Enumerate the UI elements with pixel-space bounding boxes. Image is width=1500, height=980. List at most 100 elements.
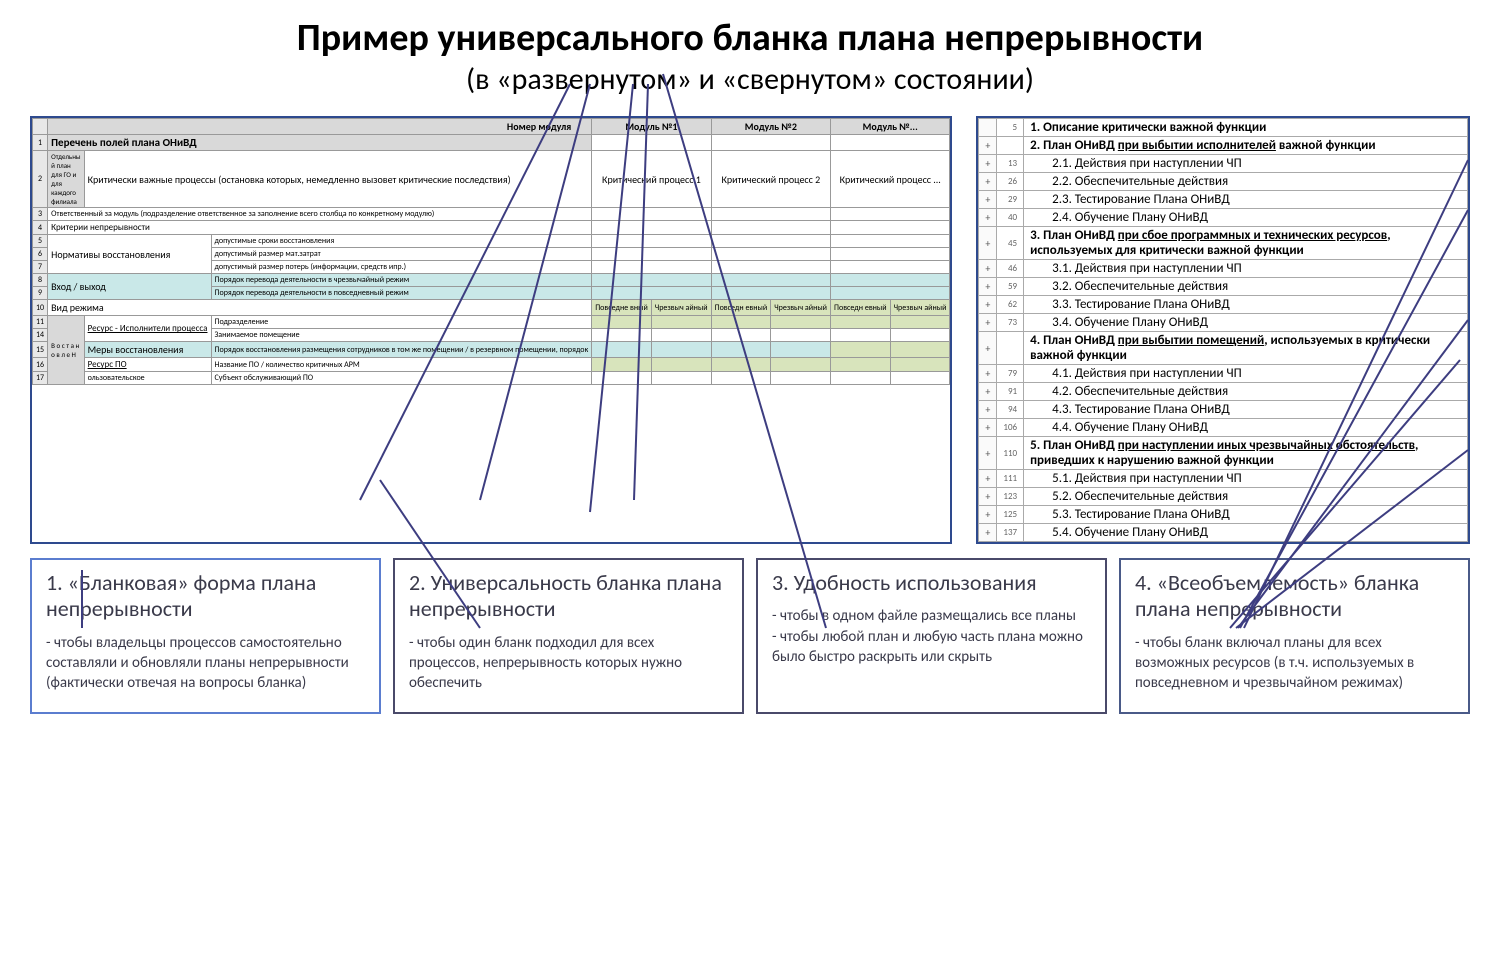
callout-2-body: - чтобы один бланк подходил для всех про… xyxy=(409,633,728,694)
outline-row: +453. План ОНиВД при сбое программных и … xyxy=(979,227,1468,260)
outline-row-num: 79 xyxy=(997,365,1024,383)
outline-row-num: 73 xyxy=(997,314,1024,332)
lt-mode: Вид режима xyxy=(48,300,592,316)
outline-row-text: 5.1. Действия при наступлении ЧП xyxy=(1024,470,1468,488)
lt-mod2: Модуль №2 xyxy=(711,119,830,135)
lt-norm-1: допустимый размер мат.затрат xyxy=(211,248,592,261)
expand-icon[interactable]: + xyxy=(979,365,997,383)
outline-row-text: 3.1. Действия при наступлении ЧП xyxy=(1024,260,1468,278)
outline-row: +623.3. Тестирование Плана ОНиВД xyxy=(979,296,1468,314)
lt-mod3: Модуль №... xyxy=(831,119,950,135)
lt-res1: Ресурс - Исполнители процесса xyxy=(84,316,211,342)
page-subtitle: (в «развернутом» и «свернутом» состоянии… xyxy=(30,61,1470,98)
outline-row-text: 4.4. Обучение Плану ОНиВД xyxy=(1024,419,1468,437)
outline-row: +1115.1. Действия при наступлении ЧП xyxy=(979,470,1468,488)
expand-icon[interactable]: + xyxy=(979,314,997,332)
outline-row-text: 2.3. Тестирование Плана ОНиВД xyxy=(1024,191,1468,209)
outline-row-text: 4.1. Действия при наступлении ЧП xyxy=(1024,365,1468,383)
lt-r2-v2: Критический процесс 2 xyxy=(711,151,830,208)
outline-row-text: 1. Описание критически важной функции xyxy=(1024,119,1468,137)
lt-mode-3: Чрезвыч айный xyxy=(771,300,831,316)
lt-row3: Ответственный за модуль (подразделение о… xyxy=(48,208,592,221)
outline-row-num: 125 xyxy=(997,506,1024,524)
callout-3-body: - чтобы в одном файле размещались все пл… xyxy=(772,606,1091,667)
outline-row-text: 2. План ОНиВД при выбытии исполнителей в… xyxy=(1024,137,1468,155)
outline-row: +402.4. Обучение Плану ОНиВД xyxy=(979,209,1468,227)
page-title: Пример универсального бланка плана непре… xyxy=(30,15,1470,61)
outline-row: +944.3. Тестирование Плана ОНиВД xyxy=(979,401,1468,419)
expand-icon[interactable]: + xyxy=(979,524,997,542)
outline-row-num: 46 xyxy=(997,260,1024,278)
expand-icon[interactable]: + xyxy=(979,296,997,314)
lt-row2-label: Критически важные процессы (остановка ко… xyxy=(84,151,592,208)
expand-icon[interactable]: + xyxy=(979,209,997,227)
outline-row: +1375.4. Обучение Плану ОНиВД xyxy=(979,524,1468,542)
lt-sidebar-recov: В о с т а н о в л е Н xyxy=(48,316,85,385)
lt-res1-0: Подразделение xyxy=(211,316,592,329)
outline-row: 51. Описание критически важной функции xyxy=(979,119,1468,137)
outline-row-text: 4.2. Обеспечительные действия xyxy=(1024,383,1468,401)
expand-icon[interactable]: + xyxy=(979,401,997,419)
expand-icon[interactable]: + xyxy=(979,191,997,209)
outline-row-text: 4.3. Тестирование Плана ОНиВД xyxy=(1024,401,1468,419)
expand-icon[interactable]: + xyxy=(979,332,997,365)
expand-icon[interactable]: + xyxy=(979,173,997,191)
callout-1: 1. «Бланковая» форма плана непрерывности… xyxy=(30,558,381,714)
lt-meas-item: Порядок восстановления размещения сотруд… xyxy=(211,342,592,358)
outline-row-text: 2.2. Обеспечительные действия xyxy=(1024,173,1468,191)
outline-row-num: 123 xyxy=(997,488,1024,506)
lt-mod1: Модуль №1 xyxy=(592,119,711,135)
expand-icon[interactable]: + xyxy=(979,155,997,173)
expand-icon[interactable]: + xyxy=(979,488,997,506)
lt-res1-1: Занимаемое помещение xyxy=(211,329,592,342)
tables-container: Номер модуля Модуль №1 Модуль №2 Модуль … xyxy=(30,116,1470,544)
outline-row-text: 5.4. Обучение Плану ОНиВД xyxy=(1024,524,1468,542)
callout-3-head: 3. Удобность использования xyxy=(772,570,1091,596)
lt-norm-2: допустимый размер потерь (информации, ср… xyxy=(211,261,592,274)
lt-norm-0: допустимые сроки восстановления xyxy=(211,235,592,248)
expand-icon[interactable]: + xyxy=(979,470,997,488)
outline-row: +4. План ОНиВД при выбытии помещений, ис… xyxy=(979,332,1468,365)
outline-row: +1064.4. Обучение Плану ОНиВД xyxy=(979,419,1468,437)
outline-row: +463.1. Действия при наступлении ЧП xyxy=(979,260,1468,278)
lt-mode-1: Чрезвыч айный xyxy=(651,300,711,316)
callout-3: 3. Удобность использования - чтобы в одн… xyxy=(756,558,1107,714)
expanded-table: Номер модуля Модуль №1 Модуль №2 Модуль … xyxy=(32,118,950,385)
expand-icon[interactable]: + xyxy=(979,137,997,155)
outline-row: +914.2. Обеспечительные действия xyxy=(979,383,1468,401)
outline-row-num: 13 xyxy=(997,155,1024,173)
lt-row17-lbl: ользовательское xyxy=(84,372,211,385)
lt-row17: Субъект обслуживающий ПО xyxy=(211,372,592,385)
lt-norm: Нормативы восстановления xyxy=(48,235,211,274)
outline-row: +1235.2. Обеспечительные действия xyxy=(979,488,1468,506)
outline-row-num: 110 xyxy=(997,437,1024,470)
outline-row-num: 137 xyxy=(997,524,1024,542)
expand-icon[interactable]: + xyxy=(979,419,997,437)
outline-row-text: 3.2. Обеспечительные действия xyxy=(1024,278,1468,296)
outline-row-text: 5. План ОНиВД при наступлении иных чрезв… xyxy=(1024,437,1468,470)
lt-mode-5: Чрезвыч айный xyxy=(890,300,950,316)
outline-row-num xyxy=(997,332,1024,365)
lt-r2-v1: Критический процесс 1 xyxy=(592,151,711,208)
outline-row-num: 62 xyxy=(997,296,1024,314)
lt-io-0: Порядок перевода деятельности в чрезвыча… xyxy=(211,274,592,287)
lt-row4: Критерии непрерывности xyxy=(48,221,592,235)
callout-4-head: 4. «Всеобъемлемость» бланка плана непрер… xyxy=(1135,570,1454,623)
expand-icon[interactable]: + xyxy=(979,278,997,296)
collapsed-table: 51. Описание критически важной функции+2… xyxy=(978,118,1468,542)
outline-row: +262.2. Обеспечительные действия xyxy=(979,173,1468,191)
outline-row-text: 3.3. Тестирование Плана ОНиВД xyxy=(1024,296,1468,314)
callouts-row: 1. «Бланковая» форма плана непрерывности… xyxy=(30,558,1470,714)
expand-icon[interactable]: + xyxy=(979,437,997,470)
expand-icon[interactable]: + xyxy=(979,383,997,401)
outline-row: +1105. План ОНиВД при наступлении иных ч… xyxy=(979,437,1468,470)
expand-icon[interactable]: + xyxy=(979,260,997,278)
lt-io-1: Порядок перевода деятельности в повседне… xyxy=(211,287,592,300)
expand-icon[interactable]: + xyxy=(979,227,997,260)
callout-2-head: 2. Универсальность бланка плана непрерыв… xyxy=(409,570,728,623)
lt-res2-item: Название ПО / количество критичных АРМ xyxy=(211,358,592,372)
outline-row: +2. План ОНиВД при выбытии исполнителей … xyxy=(979,137,1468,155)
outline-row-text: 2.4. Обучение Плану ОНиВД xyxy=(1024,209,1468,227)
outline-row-num: 91 xyxy=(997,383,1024,401)
expand-icon[interactable]: + xyxy=(979,506,997,524)
